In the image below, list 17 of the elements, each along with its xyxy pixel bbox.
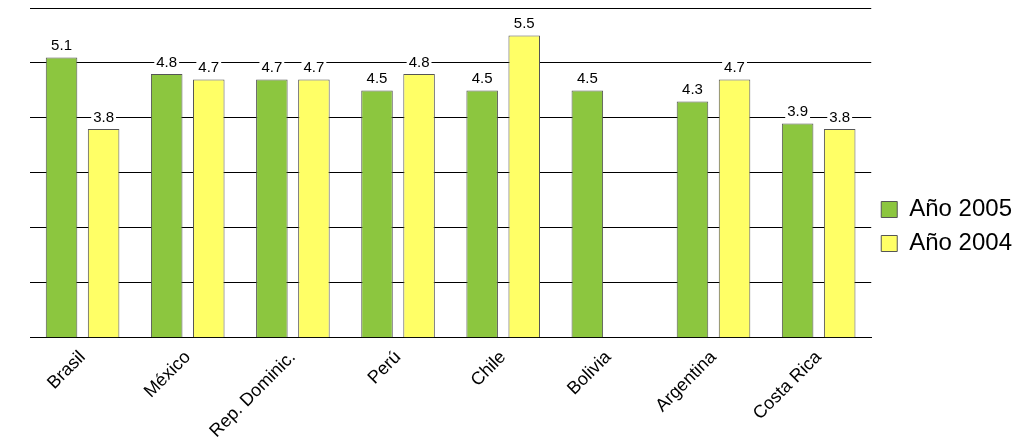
data-label: 4.5: [366, 69, 388, 87]
data-label: 3.8: [93, 107, 115, 125]
data-label: 4.5: [576, 69, 598, 87]
data-label: 4.7: [198, 58, 220, 76]
data-label: 5.1: [51, 36, 72, 54]
data-label: 4.7: [724, 58, 745, 76]
data-label: 4.5: [471, 69, 493, 87]
data-label: 4.7: [261, 58, 283, 76]
legend-label: Año 2004: [909, 228, 1012, 256]
data-label: 4.7: [303, 58, 325, 76]
data-label: 4.3: [682, 80, 703, 98]
data-label: 4.8: [156, 52, 178, 70]
data-label: 3.8: [829, 107, 851, 125]
data-label: 4.8: [408, 52, 430, 70]
data-label: 5.5: [513, 14, 535, 32]
legend-label: Año 2005: [909, 194, 1012, 222]
data-label: 3.9: [787, 102, 809, 120]
